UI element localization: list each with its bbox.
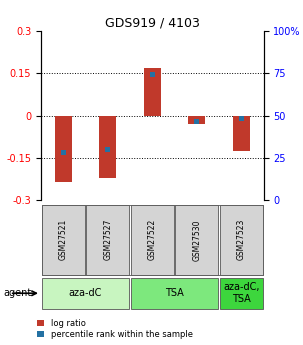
Bar — [175, 205, 218, 275]
Bar — [61, 150, 66, 155]
Legend: log ratio, percentile rank within the sample: log ratio, percentile rank within the sa… — [38, 319, 193, 339]
Bar — [150, 72, 155, 77]
Text: TSA: TSA — [165, 288, 184, 298]
Text: aza-dC,
TSA: aza-dC, TSA — [223, 283, 260, 304]
Bar — [220, 278, 263, 309]
Text: GSM27527: GSM27527 — [103, 219, 112, 260]
Text: agent: agent — [3, 288, 31, 298]
Bar — [131, 278, 218, 309]
Text: GSM27521: GSM27521 — [59, 219, 68, 260]
Bar — [55, 116, 72, 182]
Bar — [105, 147, 110, 152]
Bar — [194, 119, 199, 124]
Bar — [188, 116, 205, 124]
Title: GDS919 / 4103: GDS919 / 4103 — [105, 17, 200, 30]
Text: GSM27522: GSM27522 — [148, 219, 157, 260]
Bar — [233, 116, 250, 151]
Text: GSM27523: GSM27523 — [237, 219, 246, 260]
Text: aza-dC: aza-dC — [69, 288, 102, 298]
Bar — [86, 205, 129, 275]
Text: GSM27530: GSM27530 — [192, 219, 201, 260]
Bar — [131, 205, 174, 275]
Bar — [42, 205, 85, 275]
Bar — [220, 205, 263, 275]
Bar — [144, 68, 161, 116]
Bar — [99, 116, 116, 178]
Bar — [42, 278, 129, 309]
Bar — [239, 116, 244, 121]
